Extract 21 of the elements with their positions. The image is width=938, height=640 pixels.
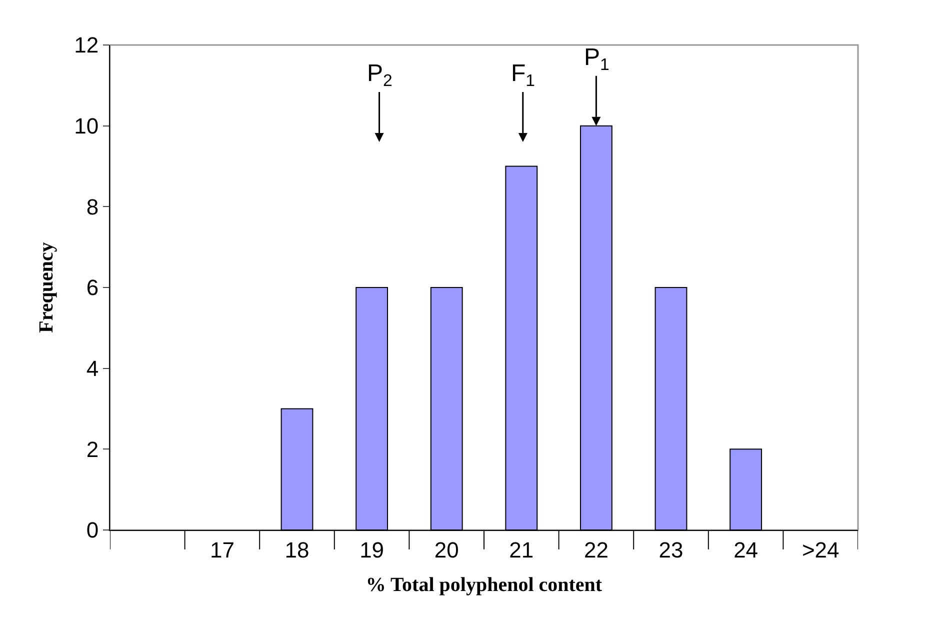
y-tick-label: 4 (86, 356, 99, 382)
y-tick-label: 8 (86, 194, 99, 220)
y-tick-label: 12 (74, 32, 99, 58)
x-tick-label: 20 (434, 537, 459, 562)
x-tick-label: 21 (509, 537, 534, 562)
x-tick-label: 22 (584, 537, 608, 562)
x-tick-label: 19 (360, 537, 384, 562)
y-tick-label: 2 (86, 436, 99, 462)
annotation: P$_{1}$ (584, 44, 610, 74)
y-tick-label: 0 (86, 518, 99, 543)
y-axis-title: Frequency (36, 242, 58, 333)
x-axis-title: % Total polyphenol content (366, 574, 602, 596)
y-tick-label: 6 (86, 275, 99, 300)
x-tick-label: 23 (658, 537, 684, 562)
x-tick-label: >24 (802, 537, 840, 562)
annotation: F$_{1}$ (511, 60, 536, 90)
x-tick-label: 24 (734, 537, 758, 562)
x-tick-label: 18 (284, 537, 310, 562)
y-tick-label: 10 (74, 114, 99, 139)
x-tick-label: 17 (210, 537, 234, 562)
annotation: P$_{2}$ (367, 60, 392, 90)
